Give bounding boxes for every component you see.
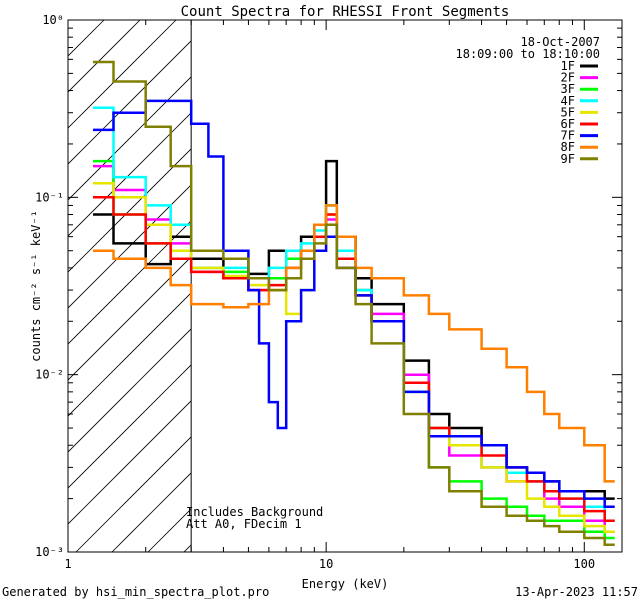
hatch-line [68,20,177,129]
footer-timestamp: 13-Apr-2023 11:57 [515,585,638,599]
legend-label-4F: 4F [561,94,575,108]
hatch-line [68,400,192,525]
hatch-line [75,436,192,552]
hatch-line [68,256,192,381]
legend-label-5F: 5F [561,105,575,119]
legend-label-1F: 1F [561,59,575,73]
hatch-line [68,292,192,417]
plot-frame [67,19,623,553]
series-8F-line [93,204,615,483]
excluded-energy-hatch [68,20,192,552]
x-tick-label: 1 [64,557,71,571]
hatch-line [68,40,192,165]
series-6F-line [93,196,615,523]
y-tick-label: 10⁻³ [35,545,64,559]
chart-title: Count Spectra for RHESSI Front Segments [181,4,510,20]
legend-label-6F: 6F [561,117,575,131]
y-axis-label: counts cm⁻² s⁻¹ keV⁻¹ [29,210,43,362]
x-axis-label: Energy (keV) [302,577,389,591]
hatch-line [68,364,192,489]
info-time-range: 18:09:00 to 18:10:00 [456,47,601,61]
info-date: 18-Oct-2007 [521,35,600,49]
hatch-line [68,220,192,345]
x-tick-label: 100 [573,557,595,571]
hatch-line [68,184,192,309]
footer-generator: Generated by hsi_min_spectra_plot.pro [2,585,269,599]
y-tick-label: 10⁻¹ [35,190,64,204]
annotation-background: Includes Background [186,505,323,519]
x-tick-label: 10 [319,557,333,571]
legend-label-2F: 2F [561,71,575,85]
legend-label-9F: 9F [561,152,575,166]
legend-label-3F: 3F [561,82,575,96]
annotation-attenuator: Att A0, FDecim 1 [186,517,302,531]
y-tick-label: 10⁰ [42,13,64,27]
series-layer [93,60,615,546]
hatch-line [68,76,192,201]
hatch-line [68,20,105,57]
y-tick-label: 10⁻² [35,368,64,382]
legend-label-8F: 8F [561,140,575,154]
series-4F-line [93,106,615,523]
hatch-line [68,20,141,93]
legend-label-7F: 7F [561,129,575,143]
series-9F-line [93,60,615,546]
axis-ticks: 1 10 100 10⁻³ 10⁻² 10⁻¹ 10⁰ [35,13,622,571]
